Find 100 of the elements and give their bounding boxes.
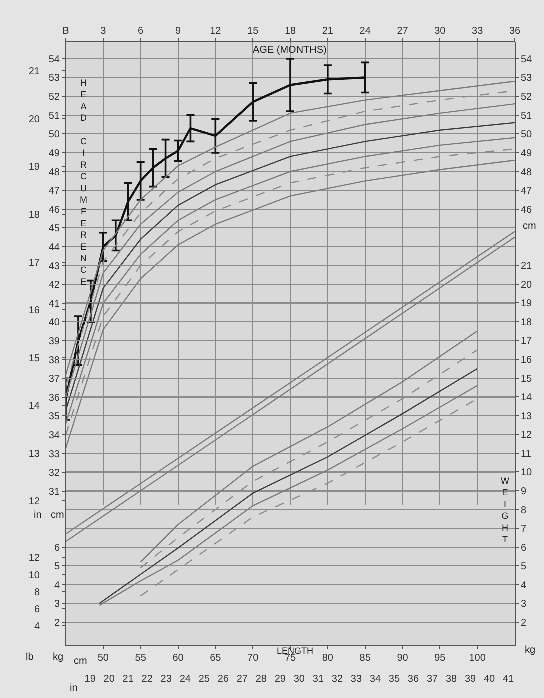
x2-tick-label: 19 bbox=[84, 674, 96, 685]
y-tick-label: 9 bbox=[521, 486, 527, 498]
y-tick-label: 18 bbox=[521, 317, 533, 328]
y-tick-label: 50 bbox=[48, 130, 60, 141]
y-tick-label: 42 bbox=[48, 280, 60, 292]
y-tick-label: 45 bbox=[48, 224, 60, 235]
x2-tick-label: 23 bbox=[160, 674, 172, 685]
y-tick-label: 13 bbox=[521, 411, 533, 422]
y-tick-label: 54 bbox=[48, 54, 60, 66]
x-axis-title: cm bbox=[74, 656, 88, 667]
y-tick-label: 35 bbox=[48, 412, 60, 423]
y-tick-label: 48 bbox=[48, 167, 60, 178]
x-tick-label: B bbox=[62, 26, 70, 37]
y-tick-label: 41 bbox=[48, 298, 60, 310]
y-tick-label: 32 bbox=[48, 468, 60, 480]
y2-axis-title: lb bbox=[26, 652, 34, 663]
y-tick-label: 44 bbox=[48, 242, 60, 254]
y-tick-label: 51 bbox=[48, 110, 60, 122]
y2-tick-label: 17 bbox=[28, 258, 40, 269]
y-tick-label: 37 bbox=[48, 374, 60, 386]
y-tick-label: 47 bbox=[48, 186, 60, 198]
x2-axis-title: in bbox=[70, 683, 78, 694]
x2-tick-label: 39 bbox=[464, 674, 477, 685]
y-tick-label: 15 bbox=[521, 374, 533, 385]
x-tick-label: 70 bbox=[248, 653, 260, 664]
text: HEAD CIRCUMFERENCE bbox=[80, 78, 88, 287]
x2-tick-label: 35 bbox=[388, 674, 400, 685]
y2-tick-label: 10 bbox=[28, 570, 40, 582]
x-axis-title: AGE (MONTHS) bbox=[253, 45, 327, 56]
y-tick-label: 17 bbox=[521, 336, 533, 348]
x-tick-label: 3 bbox=[100, 26, 107, 37]
y-tick-label: 11 bbox=[521, 448, 532, 460]
y-tick-label: 43 bbox=[48, 261, 60, 272]
y-tick-label: 53 bbox=[48, 73, 60, 84]
x-tick-label: 50 bbox=[98, 653, 110, 664]
x2-tick-label: 28 bbox=[256, 674, 268, 685]
x-tick-label: 100 bbox=[469, 653, 486, 664]
annotation: WEIGHT bbox=[501, 476, 510, 544]
y-tick-label: 46 bbox=[48, 204, 60, 216]
x2-tick-label: 21 bbox=[122, 674, 134, 685]
y-tick-label: 3 bbox=[521, 599, 527, 610]
y-tick-label: 36 bbox=[48, 392, 60, 404]
x2-tick-label: 22 bbox=[142, 674, 154, 685]
x2-tick-label: 29 bbox=[274, 674, 286, 685]
x2-tick-label: 31 bbox=[312, 674, 324, 685]
x-tick-label: 90 bbox=[397, 653, 409, 664]
y2-tick-label: 4 bbox=[34, 621, 40, 632]
x2-tick-label: 30 bbox=[294, 674, 306, 685]
x2-tick-label: 36 bbox=[408, 674, 420, 685]
x-tick-label: 33 bbox=[472, 26, 484, 37]
x2-tick-label: 41 bbox=[502, 674, 515, 685]
text: LENGTH bbox=[277, 646, 314, 656]
y-tick-label: 21 bbox=[521, 261, 533, 272]
y-tick-label: 19 bbox=[521, 298, 533, 310]
y2-tick-label: 21 bbox=[28, 66, 40, 78]
y-axis-title: cm bbox=[51, 510, 64, 521]
y-tick-label: 2 bbox=[521, 618, 527, 629]
x2-tick-label: 40 bbox=[484, 674, 496, 685]
x-tick-label: 65 bbox=[210, 653, 222, 664]
y3-axis-title: kg bbox=[53, 652, 64, 663]
y-tick-label: 52 bbox=[48, 92, 60, 104]
y2-tick-label: 6 bbox=[34, 604, 40, 616]
x2-tick-label: 32 bbox=[332, 674, 344, 685]
x2-tick-label: 24 bbox=[180, 674, 192, 685]
y-tick-label: 40 bbox=[48, 318, 60, 329]
y-tick-label: 20 bbox=[521, 280, 533, 291]
x2-tick-label: 25 bbox=[198, 674, 210, 685]
y-tick-label: 10 bbox=[521, 468, 533, 479]
y-tick-label: 34 bbox=[48, 430, 60, 442]
y2-tick-label: 15 bbox=[28, 353, 40, 364]
x2-tick-label: 20 bbox=[104, 674, 116, 685]
y-tick-label: 5 bbox=[521, 562, 527, 573]
y-tick-label: 38 bbox=[48, 355, 60, 366]
x2-tick-label: 26 bbox=[218, 674, 230, 685]
x-tick-label: 30 bbox=[434, 26, 446, 37]
y2-tick-label: 19 bbox=[28, 162, 40, 174]
y-axis-title: kg bbox=[525, 645, 536, 656]
x-tick-label: 55 bbox=[135, 653, 147, 664]
x-tick-label: 15 bbox=[248, 26, 260, 37]
x-tick-label: 6 bbox=[138, 26, 144, 37]
x2-tick-label: 34 bbox=[370, 674, 382, 685]
x-tick-label: 9 bbox=[175, 26, 182, 37]
y-tick-label: 7 bbox=[521, 524, 527, 536]
y-tick-label: 49 bbox=[48, 148, 60, 160]
y2-tick-label: 13 bbox=[28, 448, 40, 460]
y-tick-label: 12 bbox=[521, 430, 533, 442]
y-tick-label: 6 bbox=[521, 542, 527, 554]
y-tick-label: 16 bbox=[521, 354, 533, 366]
y2-tick-label: 18 bbox=[28, 210, 40, 221]
x2-tick-label: 33 bbox=[350, 674, 362, 685]
y2-tick-label: 20 bbox=[28, 114, 40, 126]
y-tick-label: 31 bbox=[48, 486, 60, 498]
y2-tick-label: 12 bbox=[28, 496, 40, 508]
x-tick-label: 18 bbox=[284, 26, 296, 37]
y-tick-label: 14 bbox=[521, 392, 533, 404]
y2-tick-label: 8 bbox=[34, 587, 40, 598]
x-tick-label: 95 bbox=[434, 653, 446, 664]
x-tick-label: 12 bbox=[210, 26, 222, 37]
y2-tick-label: 16 bbox=[28, 306, 40, 317]
x2-tick-label: 37 bbox=[426, 674, 438, 685]
